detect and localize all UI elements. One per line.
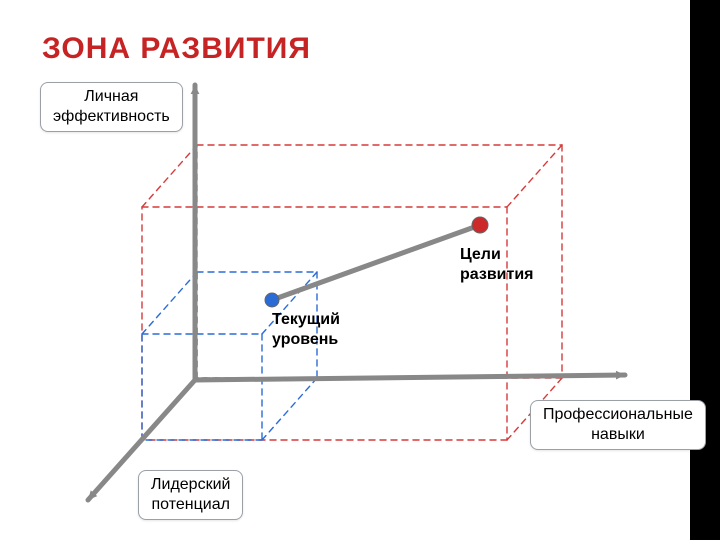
- current-level-label: Текущий уровень: [272, 310, 340, 350]
- axis-x-label: Профессиональные навыки: [530, 400, 706, 450]
- goal-point: [472, 217, 488, 233]
- outer-box: [142, 145, 562, 440]
- diagram-svg: [0, 0, 720, 540]
- goal-label: Цели развития: [460, 245, 534, 285]
- growth-vector: [272, 225, 480, 300]
- inner-box: [142, 272, 317, 440]
- axis-z-label: Лидерский потенциал: [138, 470, 243, 520]
- current-point: [265, 293, 279, 307]
- axis-y-label: Личная эффективность: [40, 82, 183, 132]
- axis-y: [191, 85, 200, 380]
- slide-root: ЗОНА РАЗВИТИЯ Личная эффективность Профе…: [0, 0, 720, 540]
